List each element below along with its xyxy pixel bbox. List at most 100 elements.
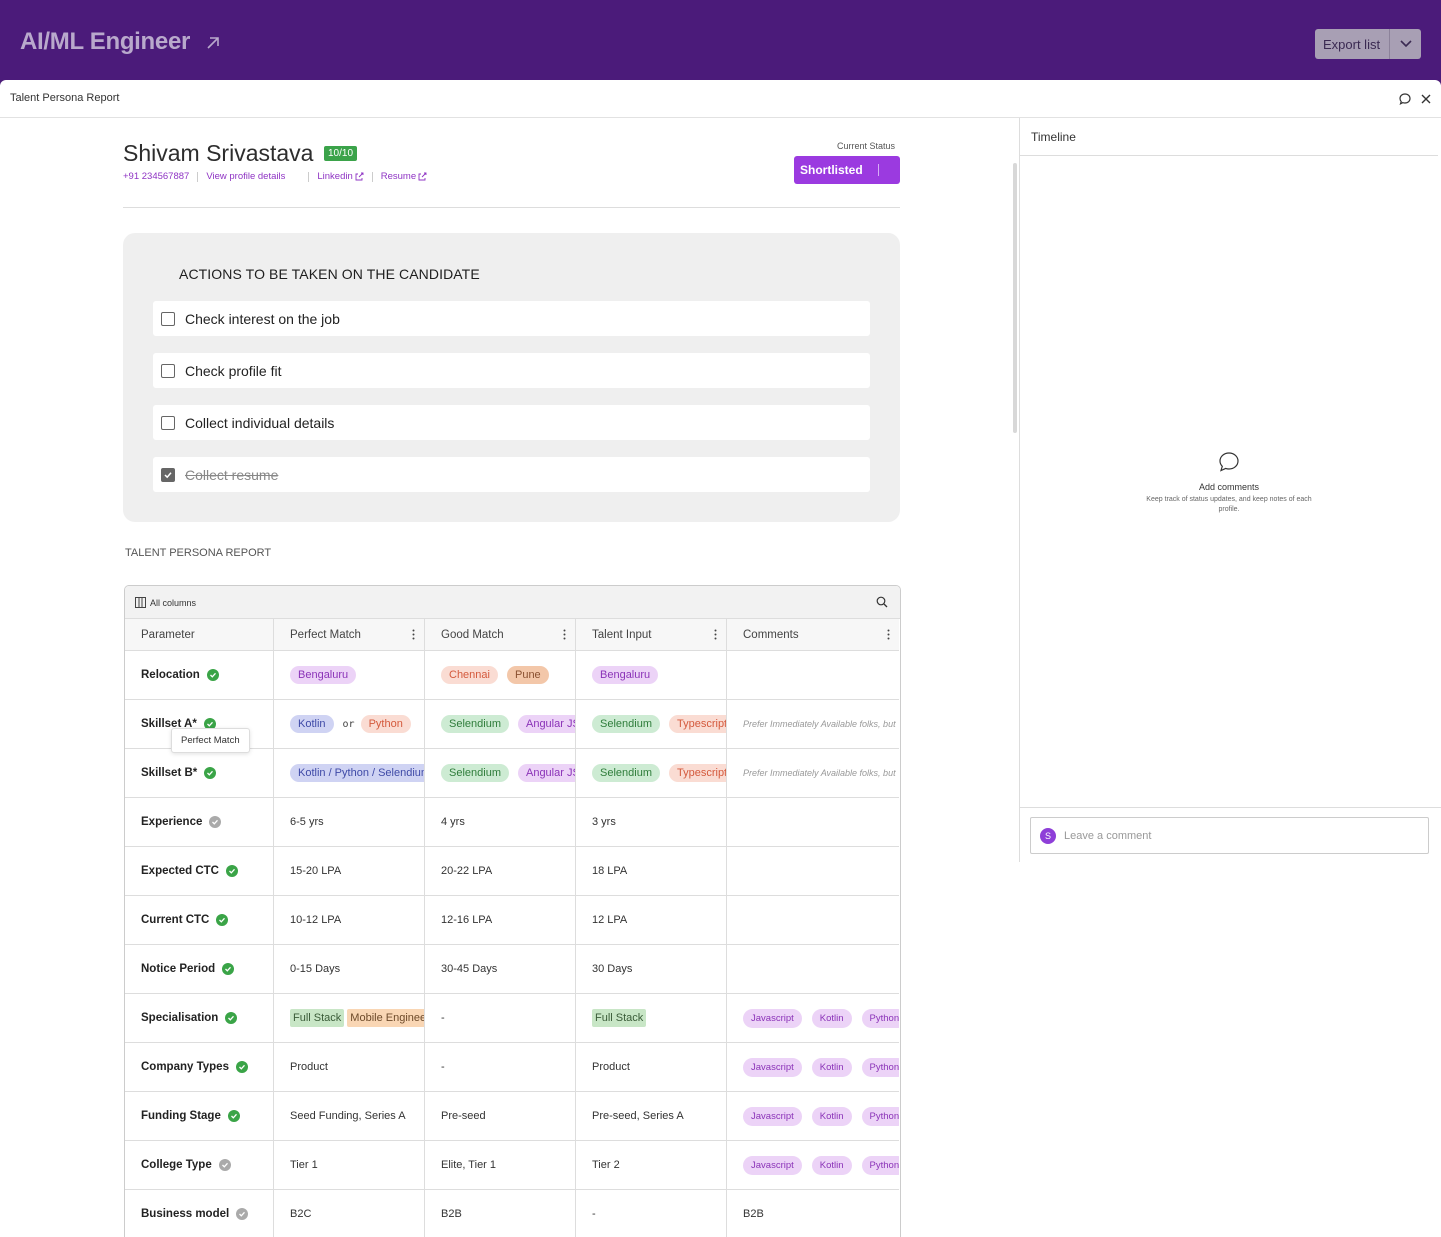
or-separator: or bbox=[342, 718, 355, 730]
talent-cell[interactable]: Selendium Typescript bbox=[576, 700, 727, 748]
talent-cell[interactable]: Full Stack bbox=[576, 994, 727, 1042]
action-label: Collect individual details bbox=[185, 414, 335, 431]
view-profile-link[interactable]: View profile details bbox=[206, 171, 286, 182]
parameter-name: Skillset B* bbox=[141, 767, 198, 779]
comment-cell[interactable]: Javascript Kotlin Python bbox=[727, 1141, 899, 1189]
match-check-icon[interactable] bbox=[206, 669, 219, 681]
checkbox-checked[interactable] bbox=[161, 467, 175, 482]
good-cell[interactable]: - bbox=[425, 994, 576, 1042]
talent-cell[interactable]: Bengaluru bbox=[576, 651, 727, 699]
match-check-icon[interactable] bbox=[235, 1061, 248, 1073]
comment-cell[interactable] bbox=[727, 798, 899, 846]
good-cell[interactable]: 4 yrs bbox=[425, 798, 576, 846]
column-menu-icon[interactable] bbox=[887, 629, 890, 640]
column-header[interactable]: Parameter bbox=[125, 619, 274, 650]
good-cell[interactable]: 12-16 LPA bbox=[425, 896, 576, 944]
chevron-down-icon[interactable] bbox=[1390, 40, 1421, 48]
job-title[interactable]: AI/ML Engineer bbox=[20, 28, 191, 55]
perfect-cell[interactable]: 0-15 Days bbox=[274, 945, 425, 993]
column-header[interactable]: Talent Input bbox=[576, 619, 727, 650]
match-check-icon[interactable] bbox=[225, 865, 238, 877]
perfect-cell[interactable]: Seed Funding, Series A bbox=[274, 1092, 425, 1140]
linkedin-link[interactable]: Linkedin bbox=[317, 171, 353, 182]
checkbox[interactable] bbox=[161, 363, 175, 378]
main-scrollbar[interactable] bbox=[1013, 163, 1017, 433]
perfect-cell[interactable]: Tier 1 bbox=[274, 1141, 425, 1189]
column-header[interactable]: Good Match bbox=[425, 619, 576, 650]
action-item[interactable]: Check profile fit bbox=[153, 353, 870, 388]
comment-cell[interactable]: Prefer Immediately Available folks, but bbox=[727, 749, 899, 797]
comment-cell[interactable]: Javascript Kotlin Python bbox=[727, 1043, 899, 1091]
checkbox[interactable] bbox=[161, 311, 175, 326]
talent-cell[interactable]: Selendium Typescript bbox=[576, 749, 727, 797]
perfect-cell[interactable]: Kotlin or Python bbox=[274, 700, 425, 748]
close-icon[interactable] bbox=[1419, 92, 1433, 106]
comment-cell[interactable]: B2B bbox=[727, 1190, 899, 1237]
perfect-cell[interactable]: Full Stack Mobile Engineer bbox=[274, 994, 425, 1042]
comment-cell[interactable]: Javascript Kotlin Python bbox=[727, 1092, 899, 1140]
match-check-icon[interactable] bbox=[203, 718, 216, 730]
search-icon[interactable] bbox=[876, 596, 888, 608]
talent-cell[interactable]: 3 yrs bbox=[576, 798, 727, 846]
talent-cell[interactable]: - bbox=[576, 1190, 727, 1237]
talent-cell[interactable]: 12 LPA bbox=[576, 896, 727, 944]
perfect-cell[interactable]: 10-12 LPA bbox=[274, 896, 425, 944]
match-check-icon[interactable] bbox=[204, 767, 217, 779]
comment-cell[interactable] bbox=[727, 945, 899, 993]
all-columns-button[interactable]: All columns bbox=[135, 597, 196, 608]
column-menu-icon[interactable] bbox=[412, 629, 415, 640]
comment-icon[interactable] bbox=[1398, 92, 1412, 106]
partial-check-icon[interactable] bbox=[218, 1159, 231, 1171]
action-label: Collect resume bbox=[185, 466, 279, 483]
good-cell[interactable]: B2B bbox=[425, 1190, 576, 1237]
talent-cell[interactable]: Pre-seed, Series A bbox=[576, 1092, 727, 1140]
comment-cell[interactable] bbox=[727, 847, 899, 895]
talent-cell[interactable]: 30 Days bbox=[576, 945, 727, 993]
good-cell[interactable]: Selendium Angular JS bbox=[425, 749, 576, 797]
column-header[interactable]: Comments bbox=[727, 619, 899, 650]
export-list-button[interactable]: Export list bbox=[1315, 29, 1421, 59]
good-cell[interactable]: 20-22 LPA bbox=[425, 847, 576, 895]
cell-value: Tier 1 bbox=[290, 1159, 318, 1171]
column-header[interactable]: Perfect Match bbox=[274, 619, 425, 650]
action-item[interactable]: Collect resume bbox=[153, 457, 870, 492]
perfect-cell[interactable]: Bengaluru bbox=[274, 651, 425, 699]
comment-input[interactable]: S Leave a comment bbox=[1030, 817, 1429, 854]
good-cell[interactable]: Pre-seed bbox=[425, 1092, 576, 1140]
comment-cell[interactable]: Javascript Kotlin Python bbox=[727, 994, 899, 1042]
good-cell[interactable]: - bbox=[425, 1043, 576, 1091]
partial-check-icon[interactable] bbox=[236, 1208, 249, 1220]
perfect-cell[interactable]: B2C bbox=[274, 1190, 425, 1237]
status-dropdown[interactable]: Shortlisted bbox=[794, 156, 900, 184]
resume-link[interactable]: Resume bbox=[380, 171, 417, 182]
tag-chip: Pune bbox=[506, 666, 549, 684]
talent-cell[interactable]: 18 LPA bbox=[576, 847, 727, 895]
perfect-cell[interactable]: Kotlin / Python / Selendium bbox=[274, 749, 425, 797]
comment-cell[interactable]: Prefer Immediately Available folks, but bbox=[727, 700, 899, 748]
perfect-cell[interactable]: Product bbox=[274, 1043, 425, 1091]
comment-cell[interactable] bbox=[727, 896, 899, 944]
comment-cell[interactable] bbox=[727, 651, 899, 699]
partial-check-icon[interactable] bbox=[209, 816, 222, 828]
tag-chip: Python bbox=[861, 1155, 899, 1175]
perfect-cell[interactable]: 15-20 LPA bbox=[274, 847, 425, 895]
phone-link[interactable]: +91 234567887 bbox=[123, 171, 190, 182]
good-cell[interactable]: 30-45 Days bbox=[425, 945, 576, 993]
checkbox[interactable] bbox=[161, 415, 175, 430]
good-cell[interactable]: Chennai Pune bbox=[425, 651, 576, 699]
parameter-name: Skillset A* bbox=[141, 718, 197, 730]
good-cell[interactable]: Elite, Tier 1 bbox=[425, 1141, 576, 1189]
good-cell[interactable]: Selendium Angular JS bbox=[425, 700, 576, 748]
match-check-icon[interactable] bbox=[222, 963, 235, 975]
external-arrow-icon[interactable] bbox=[204, 34, 222, 52]
match-check-icon[interactable] bbox=[216, 914, 229, 926]
perfect-cell[interactable]: 6-5 yrs bbox=[274, 798, 425, 846]
talent-cell[interactable]: Tier 2 bbox=[576, 1141, 727, 1189]
action-item[interactable]: Check interest on the job bbox=[153, 301, 870, 336]
column-menu-icon[interactable] bbox=[714, 629, 717, 640]
action-item[interactable]: Collect individual details bbox=[153, 405, 870, 440]
talent-cell[interactable]: Product bbox=[576, 1043, 727, 1091]
match-check-icon[interactable] bbox=[225, 1012, 238, 1024]
match-check-icon[interactable] bbox=[227, 1110, 240, 1122]
column-menu-icon[interactable] bbox=[563, 629, 566, 640]
